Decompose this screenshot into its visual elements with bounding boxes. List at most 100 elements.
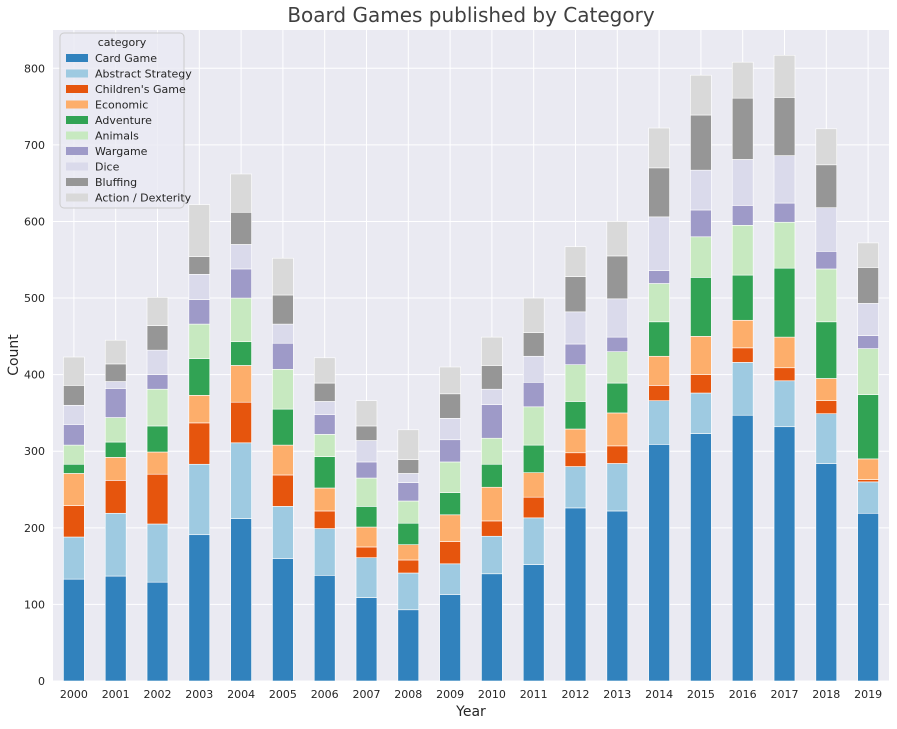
x-tick-label: 2010 (478, 688, 506, 701)
legend-label: Adventure (95, 114, 152, 127)
bar-segment-2001-series-7 (104, 381, 127, 389)
bar-stack-2005 (272, 257, 294, 682)
bar-segment-2013-series-9 (606, 221, 629, 257)
y-tick-label: 0 (38, 675, 45, 688)
bar-segment-2002-series-4 (146, 425, 169, 453)
bar-segment-2008-series-5 (397, 500, 420, 524)
bar-segment-2003-series-9 (188, 204, 211, 258)
bar-segment-2010-series-5 (481, 437, 503, 465)
bar-segment-2003-series-7 (188, 274, 211, 300)
bar-segment-2017-series-6 (773, 202, 796, 223)
bar-segment-2016-series-3 (731, 319, 754, 349)
bar-segment-2001-series-3 (104, 457, 127, 481)
legend-swatch (66, 178, 88, 186)
bar-segment-2014-series-1 (648, 400, 670, 445)
bar-segment-2015-series-7 (690, 169, 712, 211)
bar-segment-2019-series-5 (857, 348, 879, 395)
bar-segment-2004-series-3 (230, 365, 252, 403)
bar-segment-2001-series-0 (104, 575, 127, 682)
x-tick-label: 2003 (185, 688, 213, 701)
bar-segment-2006-series-8 (313, 382, 336, 402)
bar-segment-2018-series-9 (815, 128, 838, 166)
legend-label: Dice (95, 161, 120, 174)
bar-segment-2000-series-1 (63, 536, 85, 580)
bar-segment-2014-series-2 (648, 385, 670, 401)
x-tick-label: 2007 (353, 688, 381, 701)
bar-segment-2003-series-3 (188, 395, 211, 424)
bar-segment-2009-series-0 (439, 594, 461, 682)
bar-segment-2008-series-2 (397, 559, 420, 574)
bar-segment-2010-series-6 (481, 404, 503, 439)
bar-segment-2002-series-1 (146, 523, 169, 583)
bar-segment-2003-series-1 (188, 463, 211, 536)
bar-stack-2003 (188, 204, 211, 682)
bar-segment-2007-series-9 (355, 400, 378, 427)
bar-segment-2013-series-5 (606, 351, 629, 384)
legend-label: Action / Dexterity (95, 192, 192, 205)
bar-stack-2007 (355, 400, 378, 682)
bar-stack-2004 (230, 173, 252, 682)
bar-segment-2017-series-5 (773, 221, 796, 269)
bar-segment-2011-series-1 (522, 517, 545, 565)
legend-swatch (66, 85, 88, 93)
x-tick-label: 2006 (311, 688, 339, 701)
bar-segment-2003-series-0 (188, 534, 211, 682)
bar-stack-2001 (104, 339, 127, 682)
bar-segment-2014-series-7 (648, 216, 670, 271)
bar-stack-2011 (522, 297, 545, 682)
y-axis-label: Count (6, 334, 22, 376)
y-axis-ticks: 0 100 200 300 400 500 600 700 800 (24, 62, 45, 688)
bar-segment-2012-series-7 (564, 311, 587, 345)
bar-segment-2012-series-5 (564, 364, 587, 402)
bar-segment-2014-series-8 (648, 167, 670, 218)
bar-segment-2019-series-2 (857, 479, 879, 483)
bar-segment-2004-series-8 (230, 211, 252, 245)
bar-segment-2017-series-3 (773, 336, 796, 369)
bar-segment-2014-series-5 (648, 283, 670, 323)
bar-segment-2017-series-4 (773, 267, 796, 338)
bar-segment-2011-series-4 (522, 444, 545, 473)
bar-segment-2009-series-9 (439, 366, 461, 395)
bar-segment-2019-series-9 (857, 242, 879, 268)
y-tick-label: 500 (24, 292, 45, 305)
bar-segment-2008-series-7 (397, 473, 420, 483)
bar-segment-2019-series-1 (857, 481, 879, 514)
bar-segment-2018-series-1 (815, 413, 838, 464)
bar-segment-2003-series-6 (188, 299, 211, 325)
bar-segment-2013-series-8 (606, 255, 629, 300)
bar-segment-2003-series-2 (188, 422, 211, 465)
bar-segment-2012-series-9 (564, 246, 587, 277)
bar-segment-2013-series-6 (606, 336, 629, 352)
bar-segment-2011-series-8 (522, 332, 545, 357)
bar-segment-2005-series-1 (272, 506, 294, 559)
bar-segment-2000-series-4 (63, 463, 85, 474)
x-tick-label: 2014 (645, 688, 673, 701)
bar-segment-2008-series-0 (397, 609, 420, 682)
legend-label: Animals (95, 130, 139, 143)
bar-segment-2010-series-2 (481, 520, 503, 537)
x-tick-label: 2008 (394, 688, 422, 701)
bar-segment-2019-series-6 (857, 335, 879, 349)
bar-segment-2008-series-6 (397, 482, 420, 502)
bar-segment-2007-series-3 (355, 526, 378, 548)
bar-segment-2019-series-0 (857, 512, 879, 682)
y-tick-label: 700 (24, 139, 45, 152)
x-axis-ticks: 2000 2001 2002 2003 2004 2005 2006 2007 2008 2009… (60, 688, 882, 701)
bar-segment-2010-series-9 (481, 336, 503, 366)
bar-segment-2007-series-1 (355, 557, 378, 598)
bar-stack-2012 (564, 246, 587, 682)
bar-segment-2005-series-7 (272, 323, 294, 344)
legend-label: Children's Game (95, 83, 186, 96)
bar-segment-2004-series-0 (230, 518, 252, 682)
bar-segment-2000-series-0 (63, 578, 85, 682)
bar-segment-2015-series-4 (690, 277, 712, 337)
legend-swatch (66, 54, 88, 62)
bar-segment-2000-series-5 (63, 444, 85, 465)
bar-segment-2019-series-3 (857, 458, 879, 480)
bar-segment-2019-series-4 (857, 394, 879, 460)
legend-label: Card Game (95, 52, 157, 65)
bar-segment-2004-series-4 (230, 341, 252, 366)
x-tick-label: 2002 (144, 688, 172, 701)
bar-segment-2009-series-1 (439, 563, 461, 595)
bar-segment-2012-series-6 (564, 343, 587, 365)
